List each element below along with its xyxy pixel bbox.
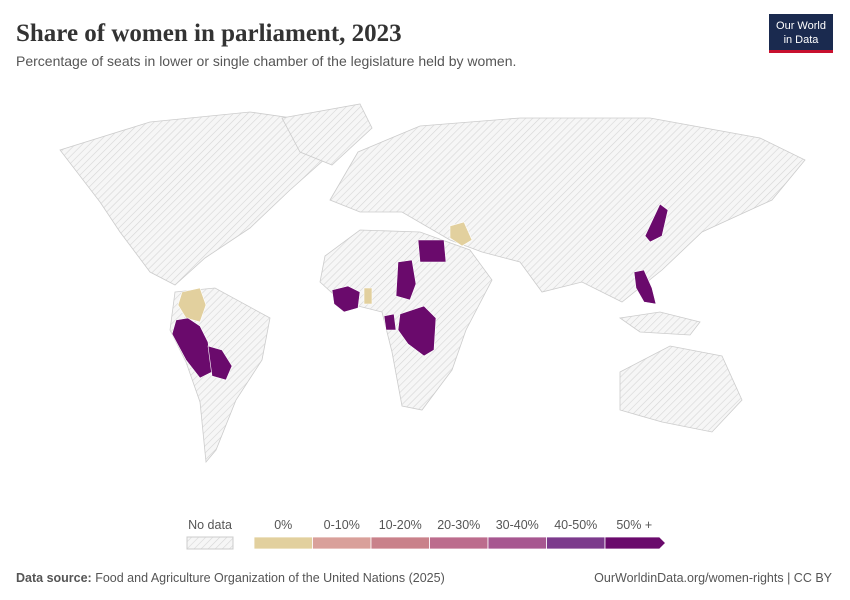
country [633,269,657,305]
land [619,345,743,433]
legend-swatch[interactable] [186,536,234,550]
logo[interactable]: Our World in Data [769,14,833,53]
country [397,305,437,357]
logo-bar [769,50,833,53]
country [417,239,447,263]
land [618,311,701,336]
country [395,259,417,301]
land [59,111,336,286]
country [449,221,473,247]
country [363,287,373,305]
legend-label: No data [188,518,232,532]
country [177,287,207,323]
source: Data source: Food and Agriculture Organi… [16,571,445,585]
legend-swatch[interactable] [312,536,372,550]
url: OurWorldinData.org/women-rights | CC BY [594,571,832,585]
country [644,203,669,243]
country [207,345,233,381]
legend-label: 10-20% [379,518,422,532]
legend-label: 50% + [616,518,652,532]
map [59,103,806,463]
legend-label: 30-40% [496,518,539,532]
logo-box [769,14,833,50]
source-text: Food and Agriculture Organization of the… [95,571,445,585]
legend-swatch[interactable] [429,536,489,550]
legend: No data 0% 0-10% 10-20% 20-30% 30-40% 40-50% 5… [186,518,667,550]
subtitle: Percentage of seats in lower or single c… [16,53,516,69]
country [383,313,397,331]
legend-label: 0% [274,518,292,532]
legend-label: 40-50% [554,518,597,532]
land [329,117,806,303]
title: Share of women in parliament, 2023 [16,20,402,47]
legend-swatch[interactable] [253,536,313,550]
country [331,285,361,313]
source-label: Data source: [16,571,92,585]
legend-swatch[interactable] [487,536,547,550]
land [281,103,373,166]
logo-text: in Data [784,34,820,46]
legend-swatch[interactable] [546,536,606,550]
legend-swatch[interactable] [370,536,430,550]
logo-text: Our World [776,20,826,32]
legend-label: 20-30% [437,518,480,532]
legend-swatch[interactable] [604,536,667,550]
legend-label: 0-10% [324,518,360,532]
